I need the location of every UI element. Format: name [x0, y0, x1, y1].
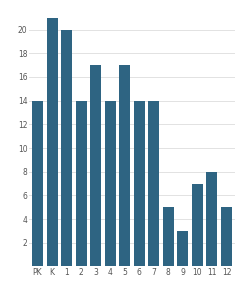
Bar — [61, 30, 72, 266]
Bar — [105, 101, 116, 266]
Bar — [119, 65, 130, 266]
Bar — [206, 172, 217, 266]
Bar — [76, 101, 87, 266]
Bar — [163, 207, 174, 266]
Bar — [47, 18, 58, 266]
Bar — [192, 184, 203, 266]
Bar — [221, 207, 232, 266]
Bar — [148, 101, 159, 266]
Bar — [177, 231, 188, 266]
Bar — [90, 65, 101, 266]
Bar — [32, 101, 43, 266]
Bar — [134, 101, 145, 266]
